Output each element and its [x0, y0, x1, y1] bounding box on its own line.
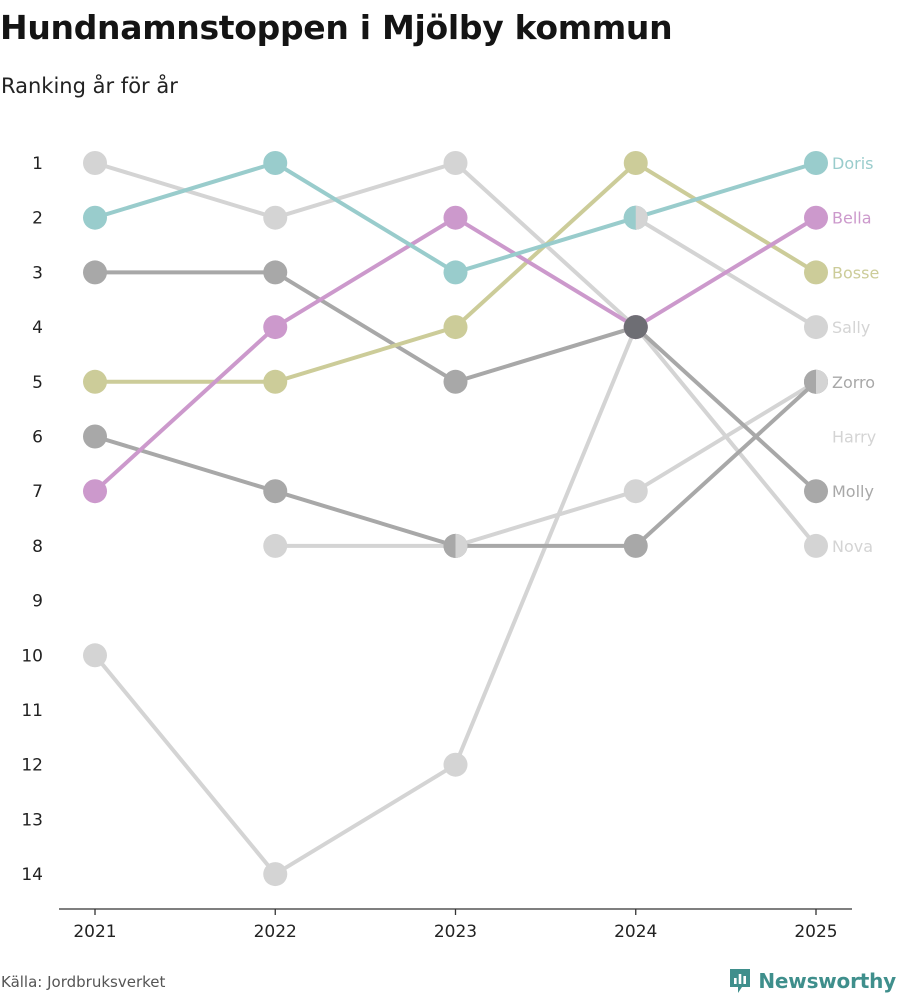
point-sally	[263, 205, 288, 230]
y-tick-label: 12	[21, 756, 43, 776]
point-bosse	[83, 369, 107, 394]
split-marker-right	[635, 205, 648, 230]
y-tick-label: 7	[32, 482, 43, 502]
source-note: Källa: Jordbruksverket	[1, 973, 166, 991]
y-tick-label: 3	[32, 263, 43, 283]
point-bosse	[443, 315, 468, 340]
point-bosse	[804, 260, 828, 285]
series-line-harry	[93, 326, 638, 877]
end-label-nova: Nova	[832, 537, 873, 556]
point-zorro	[83, 260, 107, 285]
end-label-bella: Bella	[832, 209, 872, 228]
split-marker-right	[455, 533, 468, 558]
end-label-molly: Molly	[832, 482, 874, 501]
point-sally	[804, 315, 828, 340]
series-line-nova	[275, 380, 818, 548]
point-zorro	[443, 369, 468, 394]
series-line-molly	[94, 380, 818, 548]
point-harry	[83, 643, 107, 668]
newsworthy-logo-icon	[730, 969, 751, 993]
series-markers	[83, 151, 828, 887]
y-tick-label: 6	[32, 428, 43, 448]
point-harry	[443, 752, 468, 777]
brand-logo[interactable]: Newsworthy	[728, 967, 896, 995]
point-harry	[263, 862, 288, 887]
end-label-doris: Doris	[832, 154, 873, 173]
series-line-bella	[93, 215, 818, 493]
point-doris	[443, 260, 468, 285]
point-bosse	[623, 151, 648, 175]
y-tick-label: 11	[21, 701, 43, 721]
x-tick-label: 2023	[434, 922, 477, 942]
brand-name: Newsworthy	[758, 969, 896, 993]
point-zorro	[804, 479, 828, 504]
y-tick-label: 10	[21, 646, 43, 666]
point-bella	[263, 315, 288, 340]
point-zorro	[263, 260, 288, 285]
point-molly	[263, 479, 288, 504]
y-tick-label: 8	[32, 537, 43, 557]
end-label-harry: Harry	[832, 428, 876, 447]
x-tick-label: 2025	[794, 922, 837, 942]
y-tick-label: 1	[32, 154, 43, 174]
chart-title: Hundnamnstoppen i Mjölby kommun	[0, 8, 673, 47]
end-label-zorro: Zorro	[832, 373, 875, 392]
point-molly	[83, 424, 107, 449]
x-tick-label: 2024	[614, 922, 657, 942]
point-molly	[623, 533, 648, 558]
x-axis: 2021 2022 2023 2024 2025	[73, 909, 838, 942]
point-doris	[804, 151, 828, 175]
point-bella	[83, 479, 107, 504]
split-marker-left	[804, 369, 816, 394]
point-bella	[804, 205, 828, 230]
point-bella	[443, 205, 468, 230]
y-tick-label: 13	[21, 810, 43, 830]
point-sally	[804, 533, 828, 558]
split-marker-left	[623, 205, 636, 230]
split-marker-left	[443, 533, 456, 558]
y-tick-label: 5	[32, 373, 43, 393]
end-labels: Doris Bella Bosse Sally Zorro Harry Molly Nova	[832, 154, 879, 556]
y-tick-label: 14	[21, 865, 43, 885]
point-sally	[83, 151, 107, 175]
y-tick-label: 9	[32, 592, 43, 612]
end-label-sally: Sally	[832, 318, 870, 337]
end-label-bosse: Bosse	[832, 263, 879, 282]
point-sally	[443, 151, 468, 175]
point-nova	[263, 533, 288, 558]
overlap-marker	[623, 315, 648, 340]
chart-subtitle: Ranking år för år	[1, 74, 178, 98]
x-tick-label: 2021	[73, 922, 116, 942]
y-tick-label: 2	[32, 209, 43, 229]
y-tick-label: 4	[32, 318, 43, 338]
split-marker-right	[816, 369, 828, 394]
x-tick-label: 2022	[254, 922, 297, 942]
point-doris	[263, 151, 288, 175]
point-doris	[83, 205, 107, 230]
point-bosse	[263, 369, 288, 394]
point-nova	[623, 479, 648, 504]
